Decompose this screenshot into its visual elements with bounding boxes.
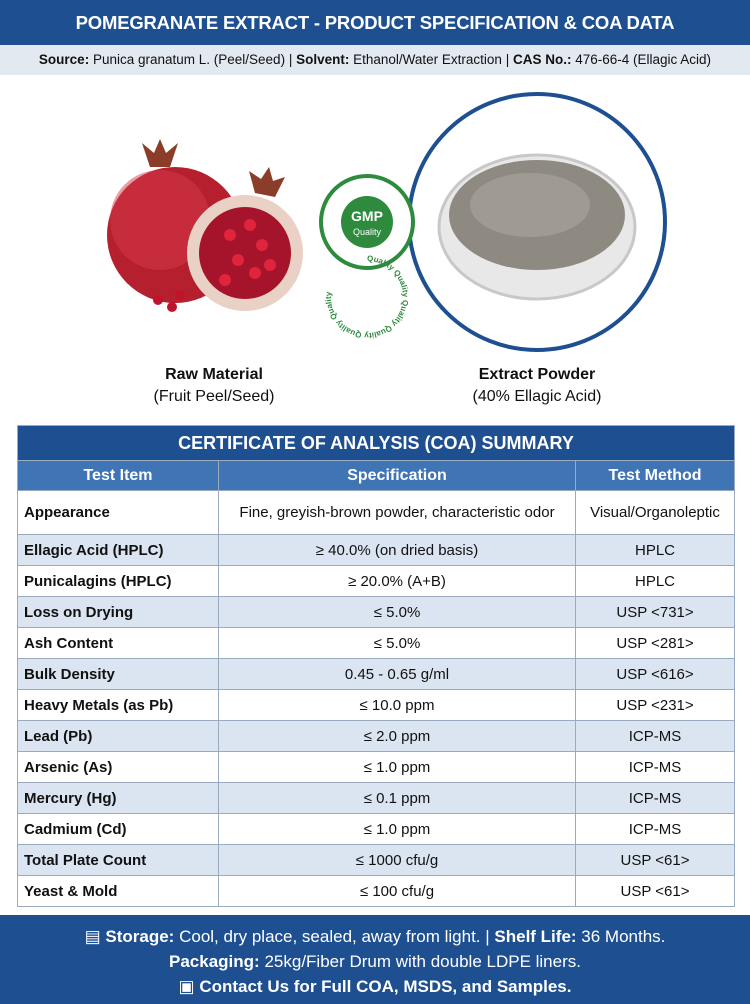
column-header: Test Method — [574, 460, 736, 491]
test-method: Visual/Organoleptic — [574, 490, 736, 535]
table-row: Arsenic (As) ≤ 1.0 ppm ICP-MS — [17, 751, 736, 783]
storage: Cool, dry place, sealed, away from light… — [179, 927, 490, 946]
label: Solvent: — [296, 52, 350, 67]
table-row: Yeast & Mold ≤ 100 cfu/g USP <61> — [17, 875, 736, 907]
specification: ≤ 1000 cfu/g — [218, 844, 576, 876]
test-item: Arsenic (As) — [17, 751, 219, 783]
specification: ≤ 1.0 ppm — [218, 751, 576, 783]
test-method: USP <731> — [574, 596, 736, 628]
table-row: Ellagic Acid (HPLC) ≥ 40.0% (on dried bas… — [17, 534, 736, 566]
specification: Fine, greyish-brown powder, characterist… — [218, 490, 576, 535]
specification: ≤ 100 cfu/g — [218, 875, 576, 907]
specification: ≤ 10.0 ppm — [218, 689, 576, 721]
test-method: ICP-MS — [574, 751, 736, 783]
shelf-life: 36 Months. — [581, 927, 666, 946]
test-method: HPLC — [574, 565, 736, 597]
coa-table: CERTIFICATE OF ANALYSIS (COA) SUMMARY Te… — [16, 425, 736, 907]
table-body: Appearance Fine, greyish-brown powder, ch… — [17, 490, 736, 907]
caption: Extract Powder (40% Ellagic Acid) — [412, 364, 662, 408]
specification: ≤ 1.0 ppm — [218, 813, 576, 845]
source: Punica granatum L. (Peel/Seed) | — [92, 52, 293, 67]
test-item: Total Plate Count — [17, 844, 219, 876]
table-row: Appearance Fine, greyish-brown powder, ch… — [17, 490, 736, 535]
specification: 0.45 - 0.65 g/ml — [218, 658, 576, 690]
test-method: USP <281> — [574, 627, 736, 659]
caption-title: Raw Material — [165, 366, 263, 383]
table-row: Loss on Drying ≤ 5.0% USP <731> — [17, 596, 736, 628]
label: Storage: — [105, 927, 175, 946]
packaging-line: Packaging: 25kg/Fiber Drum with double L… — [0, 949, 750, 974]
test-method: ICP-MS — [574, 720, 736, 752]
specification: ≤ 5.0% — [218, 627, 576, 659]
header-row: Test Item Specification Test Method — [17, 460, 736, 491]
caption-subtitle: (40% Ellagic Acid) — [472, 388, 602, 405]
test-method: USP <231> — [574, 689, 736, 721]
test-method: ICP-MS — [574, 813, 736, 845]
solvent: Ethanol/Water Extraction | — [353, 52, 510, 67]
badge-subtitle: Quality — [353, 227, 382, 237]
test-item: Yeast & Mold — [17, 875, 219, 907]
table-row: Ash Content ≤ 5.0% USP <281> — [17, 627, 736, 659]
specification: ≤ 0.1 ppm — [218, 782, 576, 814]
storage-line: ▤ Storage: Cool, dry place, sealed, away… — [84, 927, 666, 946]
test-method: USP <61> — [574, 844, 736, 876]
table-row: Lead (Pb) ≤ 2.0 ppm ICP-MS — [17, 720, 736, 752]
test-item: Lead (Pb) — [17, 720, 219, 752]
label: Source: — [38, 52, 90, 67]
table-row: Mercury (Hg) ≤ 0.1 ppm ICP-MS — [17, 782, 736, 814]
label: CAS No.: — [512, 52, 572, 67]
test-item: Ash Content — [17, 627, 219, 659]
test-item: Heavy Metals (as Pb) — [17, 689, 219, 721]
table-title: CERTIFICATE OF ANALYSIS (COA) SUMMARY — [16, 425, 736, 461]
gmp-badge: Quality Quality Quality Quality Quality … — [319, 174, 415, 340]
footer: ▤ Storage: Cool, dry place, sealed, away… — [0, 915, 750, 1004]
test-item: Cadmium (Cd) — [17, 813, 219, 845]
specification: ≥ 20.0% (A+B) — [218, 565, 576, 597]
table-row: Punicalagins (HPLC) ≥ 20.0% (A+B) HPLC — [17, 565, 736, 597]
test-method: ICP-MS — [574, 782, 736, 814]
cas: 476-66-4 (Ellagic Acid) — [575, 52, 712, 67]
caption-title: Extract Powder — [478, 366, 596, 383]
test-item: Punicalagins (HPLC) — [17, 565, 219, 597]
specification: ≥ 40.0% (on dried basis) — [218, 534, 576, 566]
table-row: Bulk Density 0.45 - 0.65 g/ml USP <616> — [17, 658, 736, 690]
test-method: HPLC — [574, 534, 736, 566]
pomegranate — [107, 139, 303, 312]
test-method: USP <61> — [574, 875, 736, 907]
label: Shelf Life: — [494, 927, 577, 946]
test-item: Bulk Density — [17, 658, 219, 690]
column-header: Test Item — [17, 460, 219, 491]
label: Packaging: — [169, 952, 260, 971]
specification: ≤ 5.0% — [218, 596, 576, 628]
table-row: Total Plate Count ≤ 1000 cfu/g USP <61> — [17, 844, 736, 876]
contact-line: ▣ Contact Us for Full COA, MSDS, and Sam… — [178, 977, 572, 996]
test-item: Ellagic Acid (HPLC) — [17, 534, 219, 566]
contact: Contact Us for Full COA, MSDS, and Sampl… — [199, 977, 572, 996]
test-item: Appearance — [17, 490, 219, 535]
packaging: 25kg/Fiber Drum with double LDPE liners. — [264, 952, 581, 971]
badge-title: GMP — [351, 208, 383, 224]
powder — [407, 92, 667, 352]
table-row: Heavy Metals (as Pb) ≤ 10.0 ppm USP <231> — [17, 689, 736, 721]
test-item: Loss on Drying — [17, 596, 219, 628]
subtitle: Source: Punica granatum L. (Peel/Seed) |… — [0, 45, 750, 75]
caption: Raw Material (Fruit Peel/Seed) — [89, 364, 339, 408]
table-row: Cadmium (Cd) ≤ 1.0 ppm ICP-MS — [17, 813, 736, 845]
title: POMEGRANATE EXTRACT - PRODUCT SPECIFICAT… — [0, 0, 750, 45]
test-method: USP <616> — [574, 658, 736, 690]
test-item: Mercury (Hg) — [17, 782, 219, 814]
caption-subtitle: (Fruit Peel/Seed) — [153, 388, 275, 405]
specification: ≤ 2.0 ppm — [218, 720, 576, 752]
images: Quality Quality Quality Quality Quality … — [107, 92, 667, 352]
column-header: Specification — [218, 460, 576, 491]
